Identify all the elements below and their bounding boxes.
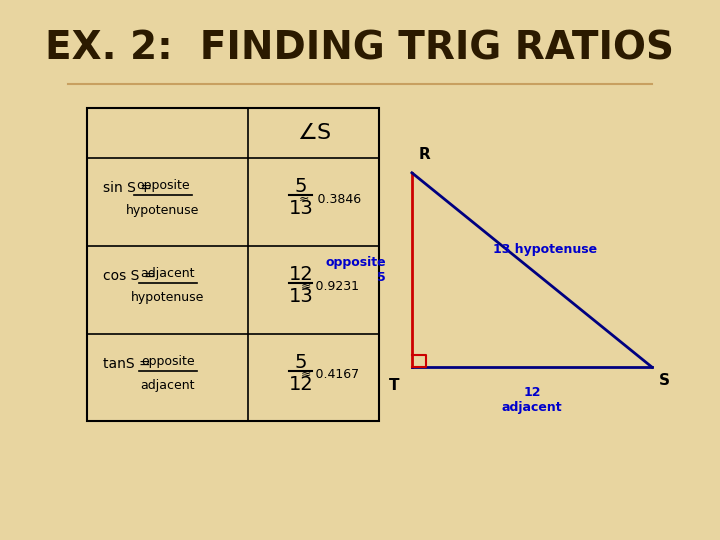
Text: ∠S: ∠S bbox=[297, 123, 330, 143]
Text: cos S =: cos S = bbox=[104, 269, 156, 283]
Text: 13: 13 bbox=[289, 287, 313, 306]
Text: 12
adjacent: 12 adjacent bbox=[502, 386, 562, 414]
Text: 5: 5 bbox=[294, 177, 307, 197]
Text: sin S =: sin S = bbox=[104, 181, 153, 195]
Text: opposite: opposite bbox=[136, 179, 190, 192]
Text: adjacent: adjacent bbox=[140, 379, 195, 392]
Text: ≈  0.3846: ≈ 0.3846 bbox=[299, 193, 361, 206]
Text: hypotenuse: hypotenuse bbox=[131, 291, 204, 304]
Text: hypotenuse: hypotenuse bbox=[126, 204, 199, 217]
Text: ≈ 0.9231: ≈ 0.9231 bbox=[301, 280, 359, 293]
Text: opposite
5: opposite 5 bbox=[325, 256, 386, 284]
Bar bbox=[87, 108, 379, 421]
Text: T: T bbox=[388, 378, 399, 393]
Text: ≈ 0.4167: ≈ 0.4167 bbox=[301, 368, 359, 381]
Text: 13 hypotenuse: 13 hypotenuse bbox=[493, 244, 597, 256]
Text: 13: 13 bbox=[289, 199, 313, 219]
Text: adjacent: adjacent bbox=[140, 267, 195, 280]
Text: S: S bbox=[659, 373, 670, 388]
Text: opposite: opposite bbox=[141, 355, 194, 368]
Text: R: R bbox=[418, 147, 430, 162]
Text: tanS =: tanS = bbox=[104, 357, 151, 371]
Text: 12: 12 bbox=[289, 265, 313, 284]
Text: 5: 5 bbox=[294, 353, 307, 372]
Text: EX. 2:  FINDING TRIG RATIOS: EX. 2: FINDING TRIG RATIOS bbox=[45, 30, 675, 68]
Text: 12: 12 bbox=[289, 375, 313, 394]
